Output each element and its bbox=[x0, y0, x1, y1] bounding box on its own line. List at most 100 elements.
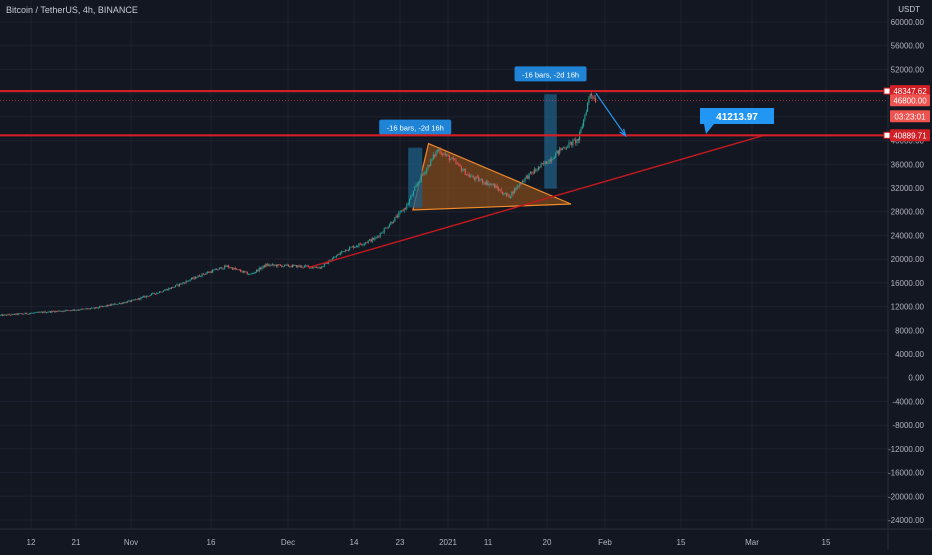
candle-body bbox=[182, 282, 185, 284]
time-tick-label: 20 bbox=[543, 538, 552, 547]
measure-tool[interactable]: -16 bars, -2d 16h bbox=[379, 119, 452, 208]
trend-line[interactable] bbox=[308, 133, 767, 269]
candle-body bbox=[28, 313, 30, 315]
candle-body bbox=[459, 164, 461, 167]
candle-body bbox=[32, 312, 34, 314]
candle-body bbox=[361, 244, 363, 246]
time-tick-label: 11 bbox=[484, 538, 493, 547]
candle-body bbox=[513, 188, 516, 194]
candle-body bbox=[376, 236, 379, 238]
candle-body bbox=[456, 163, 458, 165]
candle-body bbox=[572, 139, 574, 146]
candle-body bbox=[256, 269, 258, 272]
candle-body bbox=[135, 299, 137, 301]
candle-body bbox=[265, 263, 267, 267]
candle-body bbox=[355, 246, 357, 248]
candle-body bbox=[549, 159, 551, 162]
candle-body bbox=[194, 276, 196, 279]
candle-body bbox=[521, 180, 524, 184]
candle-body bbox=[591, 93, 593, 96]
candle-body bbox=[420, 174, 422, 182]
candle-body bbox=[436, 150, 438, 152]
price-tag-label: 46800.00 bbox=[893, 96, 927, 105]
time-tick-label: Feb bbox=[598, 538, 612, 547]
level-handle[interactable] bbox=[883, 131, 891, 139]
candle-body bbox=[443, 153, 445, 155]
candle-body bbox=[392, 221, 395, 224]
candle-body bbox=[505, 193, 508, 196]
candle-body bbox=[283, 264, 286, 267]
candle-body bbox=[0, 315, 1, 317]
candle-body bbox=[301, 265, 303, 268]
candle-body bbox=[137, 298, 139, 300]
candle-body bbox=[190, 277, 192, 280]
candle-body bbox=[428, 165, 430, 167]
candle-body bbox=[22, 313, 24, 315]
price-callout[interactable]: 41213.97 bbox=[700, 108, 774, 134]
candle-body bbox=[435, 151, 437, 157]
candle-body bbox=[147, 295, 149, 297]
candle-body bbox=[375, 237, 377, 238]
candle-body bbox=[216, 268, 218, 270]
callout-label: 41213.97 bbox=[716, 112, 758, 123]
price-tick-label: 52000.00 bbox=[891, 65, 925, 74]
candle-body bbox=[8, 314, 10, 316]
time-axis[interactable]: 12 21 Nov 16 Dec 14 23 2021 11 20 Feb 15 Mar 15 bbox=[27, 538, 831, 547]
price-tick-label: 32000.00 bbox=[891, 184, 925, 193]
measure-tool[interactable]: -16 bars, -2d 16h bbox=[514, 66, 587, 189]
candle-body bbox=[168, 288, 170, 291]
candle-body bbox=[11, 313, 13, 316]
candle-body bbox=[123, 302, 125, 304]
candle-body bbox=[557, 150, 559, 154]
candle-body bbox=[371, 238, 373, 242]
price-tag-box bbox=[890, 94, 930, 107]
price-tick-label: -24000.00 bbox=[888, 516, 925, 525]
candle-body bbox=[592, 95, 594, 99]
candle-body bbox=[507, 194, 509, 196]
candle-body bbox=[232, 267, 234, 270]
candle-body bbox=[252, 273, 254, 275]
candle-body bbox=[373, 238, 375, 240]
candle-body bbox=[15, 313, 17, 315]
price-tick-label: -4000.00 bbox=[892, 397, 924, 406]
candle-body bbox=[34, 312, 36, 314]
candle-body bbox=[508, 194, 510, 198]
candle-body bbox=[229, 267, 231, 269]
candle-body bbox=[3, 314, 5, 316]
candle-body bbox=[529, 171, 531, 174]
candle-body bbox=[317, 267, 319, 269]
candle-body bbox=[297, 265, 299, 268]
price-tick-label: 20000.00 bbox=[891, 255, 925, 264]
candle-body bbox=[504, 193, 506, 195]
candle-body bbox=[291, 264, 294, 268]
candle-body bbox=[310, 266, 312, 269]
candle-body bbox=[480, 179, 482, 181]
candle-body bbox=[455, 160, 457, 164]
candle-body bbox=[350, 247, 352, 248]
candle-body bbox=[7, 314, 9, 316]
level-handle[interactable] bbox=[883, 87, 891, 95]
candles[interactable] bbox=[0, 91, 597, 317]
candle-body bbox=[535, 169, 537, 171]
candle-body bbox=[386, 227, 388, 229]
candle-body bbox=[72, 309, 74, 311]
candle-body bbox=[394, 217, 396, 222]
candle-body bbox=[540, 163, 542, 168]
candle-body bbox=[100, 306, 102, 308]
candle-body bbox=[399, 211, 401, 213]
candle-body bbox=[314, 267, 316, 268]
time-tick-label: 14 bbox=[350, 538, 359, 547]
candle-body bbox=[274, 265, 276, 266]
candle-body bbox=[165, 289, 167, 291]
candle-body bbox=[501, 192, 504, 195]
candle-body bbox=[237, 269, 239, 271]
candle-body bbox=[345, 249, 347, 252]
candle-body bbox=[512, 191, 514, 194]
projection-arrow[interactable] bbox=[595, 92, 627, 137]
candle-body bbox=[334, 256, 336, 258]
candle-body bbox=[218, 267, 220, 270]
candle-body bbox=[57, 310, 60, 312]
